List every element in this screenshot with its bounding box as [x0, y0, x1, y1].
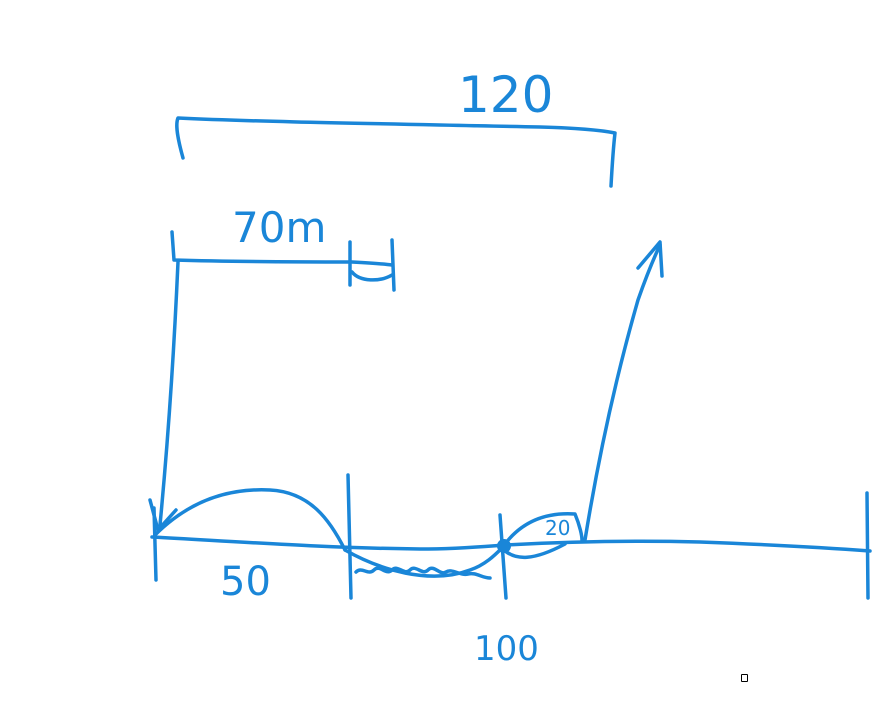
point-100 [497, 539, 511, 553]
tick-marks [152, 473, 870, 600]
wavy-section [343, 546, 504, 580]
label-50: 50 [220, 559, 271, 605]
up-arrow-shaft [583, 243, 662, 542]
up-arrow [583, 240, 664, 542]
label-70m: 70m [232, 203, 326, 252]
bracket-70m-right-tick-2 [390, 238, 396, 292]
tick-start [152, 506, 158, 582]
tick-100 [498, 513, 508, 600]
up-arrow-head [636, 240, 664, 278]
down-arrow-shaft [158, 260, 180, 527]
down-arrow [148, 260, 180, 532]
arc-first-segment [153, 488, 347, 552]
label-20: 20 [545, 516, 570, 540]
tick-end [865, 491, 870, 600]
label-100: 100 [474, 629, 539, 669]
mouse-cursor-icon [741, 674, 748, 682]
bracket-120-line [175, 116, 617, 188]
wavy-squiggle [354, 566, 492, 580]
label-120: 120 [458, 66, 553, 124]
tick-50 [346, 473, 353, 600]
bracket-70m-loop [350, 270, 394, 282]
arc-small [500, 512, 584, 550]
bracket-120 [175, 116, 617, 188]
bracket-70m [170, 230, 396, 292]
bracket-70m-line [170, 230, 394, 267]
